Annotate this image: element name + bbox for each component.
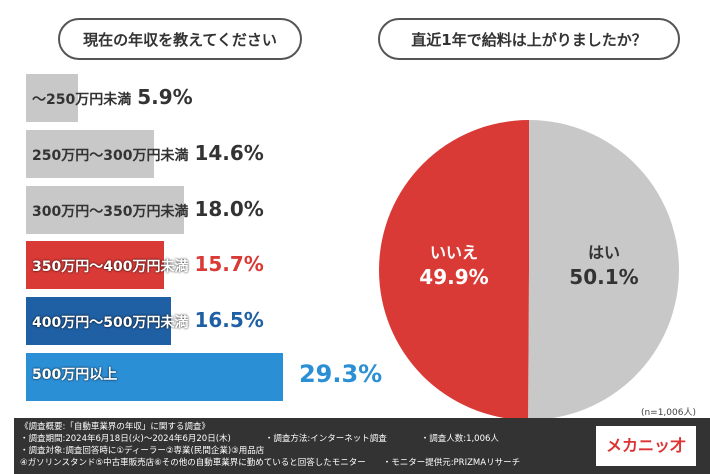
bar [26,353,283,401]
bar [26,74,78,122]
footer-line: ④ガソリンスタンド⑤中古車販売店⑥その他の自動車業界に勤めていると回答したモニタ… [20,458,521,468]
bar [26,297,171,346]
pie-chart-title: 直近1年で給料は上がりましたか？ [378,18,680,60]
category-label: 250万円～300万円未満 [32,147,189,164]
bar-label: 400万円～500万円未満 16.5% [32,308,264,332]
pie-slice [378,120,529,420]
bar-label: 500万円以上 29.3% [32,360,382,388]
category-label: ～250万円未満 [32,92,132,108]
category-label: 500万円以上 [32,367,118,383]
logo: メカニッ才 [596,426,696,466]
bar-label: 350万円～400万円未満 15.7% [32,252,264,276]
value-label: 16.5% [194,308,264,333]
bar [26,241,164,290]
bar [26,129,155,178]
value-label: 29.3% [298,360,383,388]
slice-value: 50.1% [569,265,638,289]
sample-size-note: (n=1,006人) [640,408,696,418]
bar-label: ～250万円未満 5.9% [32,85,193,109]
bar [26,185,184,234]
bar-label: 300万円～350万円未満 18.0% [32,197,264,221]
slice-label: はい [588,243,620,262]
bar-chart-title: 現在の年収を教えてください [58,18,302,60]
slice-value: 49.9% [419,265,488,289]
bar-label: 250万円～300万円未満 14.6% [32,141,264,165]
footer-line: ・調査対象:調査回答時に①ディーラー②専業(民間企業)③用品店 [20,446,265,456]
survey-footer: 《調査概要:「自動車業界の年収」に関する調査》 ・調査期間:2024年6月18日… [14,418,710,474]
value-label: 15.7% [194,252,264,277]
value-label: 14.6% [194,140,264,165]
category-label: 300万円～350万円未満 [32,203,189,220]
slice-label: いいえ [430,243,478,262]
pie-slice [528,120,679,420]
footer-line: 《調査概要:「自動車業界の年収」に関する調査》 [20,422,210,432]
value-label: 18.0% [194,196,264,221]
category-label: 400万円～500万円未満 [32,315,189,332]
footer-line: ・調査期間:2024年6月18日(火)～2024年6月20日(木) ・調査方法:… [20,434,499,444]
value-label: 5.9% [137,85,193,109]
category-label: 350万円～400万円未満 [32,259,189,276]
